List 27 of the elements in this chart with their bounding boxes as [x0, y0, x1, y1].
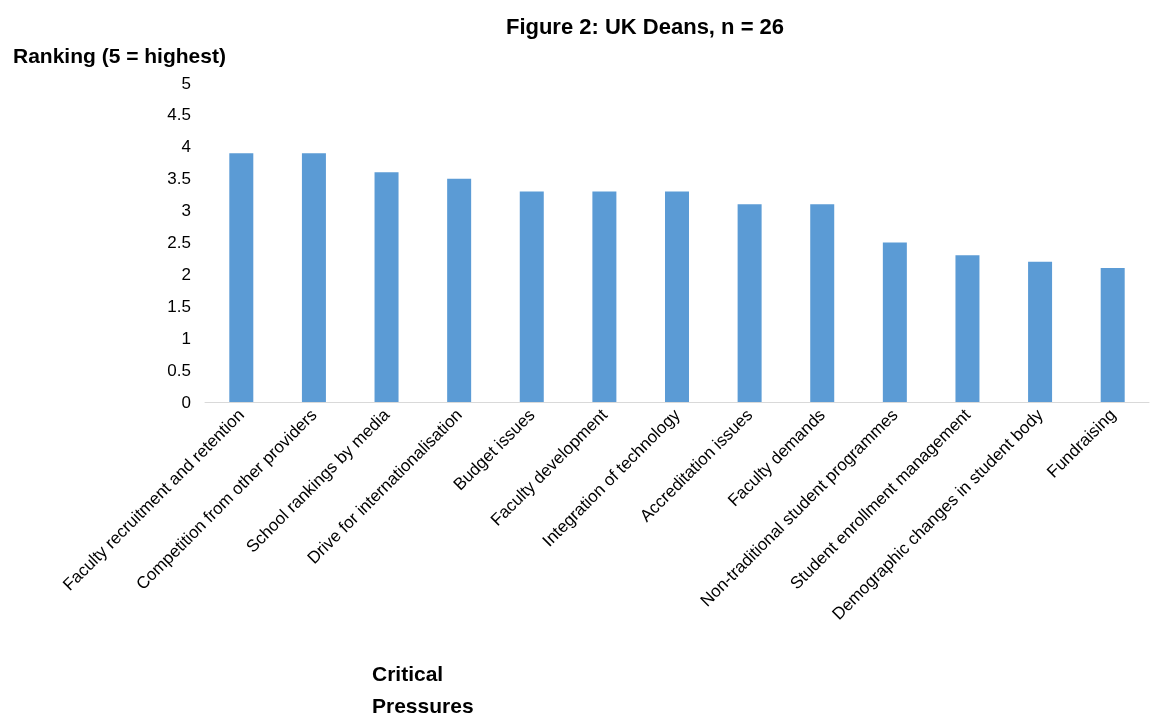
bar	[519, 191, 544, 402]
y-tick-label: 1	[181, 328, 191, 348]
bar	[447, 178, 472, 402]
y-tick-label: 0	[181, 392, 191, 412]
y-tick-label: 4	[181, 137, 191, 157]
y-tick-label: 5	[181, 73, 191, 93]
y-tick-label: 1.5	[167, 296, 191, 316]
bar	[229, 153, 254, 402]
bar	[882, 242, 907, 402]
bar	[955, 255, 980, 402]
y-tick-label: 3.5	[167, 169, 191, 189]
y-tick-label: 0.5	[167, 360, 191, 380]
y-tick-label: 2.5	[167, 233, 191, 252]
y-tick-label: 2	[181, 264, 191, 284]
y-axis-title: Ranking (5 = highest)	[13, 44, 226, 67]
bar	[665, 191, 689, 402]
y-tick-label: 3	[181, 201, 191, 221]
bar	[1028, 261, 1053, 402]
bar	[810, 204, 835, 402]
bar	[1100, 268, 1125, 402]
bar	[592, 191, 617, 402]
chart-title: Figure 2: UK Deans, n = 26	[505, 13, 785, 39]
bar	[374, 172, 399, 402]
bar	[301, 153, 326, 402]
bar	[737, 204, 762, 402]
y-tick-label: 4.5	[167, 105, 191, 125]
x-axis-title: Critical Pressures	[372, 661, 474, 717]
